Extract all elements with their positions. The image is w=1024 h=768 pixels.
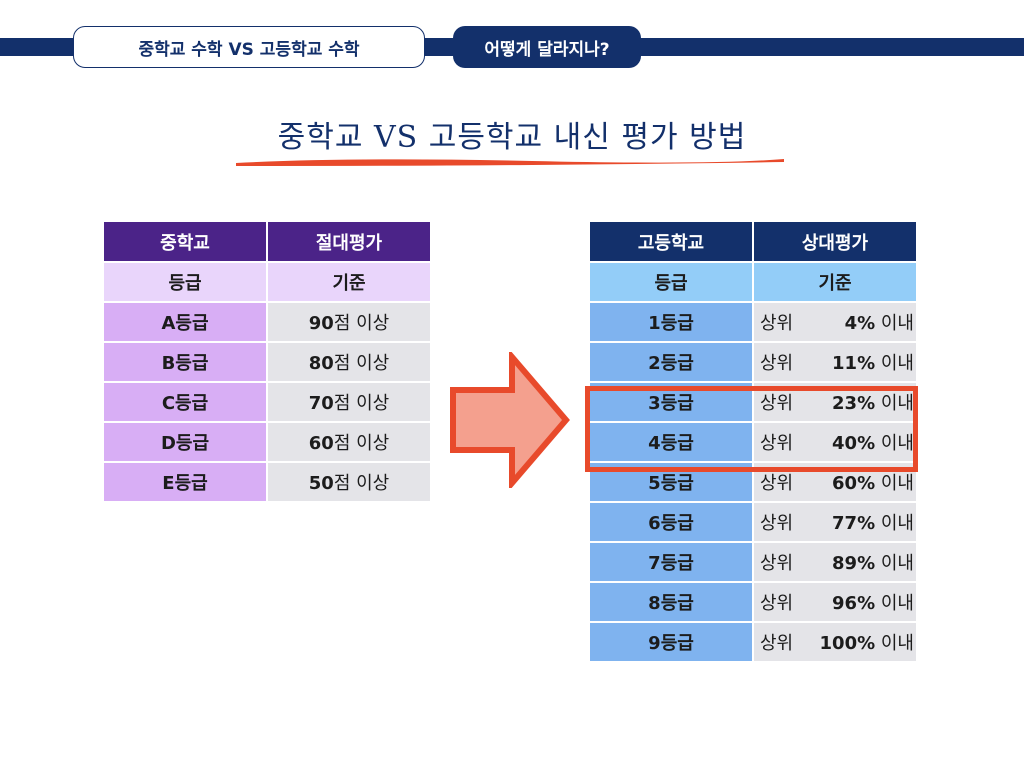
hs-suffix: 이내	[875, 433, 914, 454]
header-tab-question: 어떻게 달라지나?	[453, 26, 641, 68]
ms-subheader-grade: 등급	[104, 262, 268, 303]
hs-grade-cell: 7등급	[590, 542, 754, 583]
table-row: 9등급 상위 100% 이내	[590, 622, 916, 663]
table-row: D등급 60점 이상	[104, 422, 430, 463]
ms-header-school: 중학교	[104, 222, 268, 263]
hs-prefix: 상위	[760, 513, 794, 534]
high-school-table: 고등학교 상대평가 등급 기준 1등급 상위 4% 이내 2등급 상위 11% 이내…	[590, 222, 916, 663]
hs-grade-cell: 1등급	[590, 302, 754, 343]
hs-criteria-cell: 상위 77% 이내	[753, 502, 916, 543]
table-row: 7등급 상위 89% 이내	[590, 542, 916, 583]
table-row: 1등급 상위 4% 이내	[590, 302, 916, 343]
hs-suffix: 이내	[875, 473, 914, 494]
hs-criteria-cell: 상위 96% 이내	[753, 582, 916, 623]
ms-grade-cell: D등급	[104, 422, 268, 463]
ms-score: 80	[308, 353, 334, 374]
ms-header-method: 절대평가	[267, 222, 430, 263]
table-row: 6등급 상위 77% 이내	[590, 502, 916, 543]
hs-prefix: 상위	[760, 433, 794, 454]
hs-suffix: 이내	[875, 353, 914, 374]
ms-score-suffix: 점 이상	[333, 393, 390, 414]
hs-grade-cell: 6등급	[590, 502, 754, 543]
hs-grade-cell: 2등급	[590, 342, 754, 383]
hs-prefix: 상위	[760, 393, 794, 414]
hs-criteria-cell: 상위 4% 이내	[753, 302, 916, 343]
ms-criteria-cell: 60점 이상	[267, 422, 430, 463]
header-tab-topic: 중학교 수학 VS 고등학교 수학	[73, 26, 425, 68]
title-underline	[236, 159, 784, 166]
hs-suffix: 이내	[875, 593, 914, 614]
right-arrow-icon	[450, 352, 570, 488]
table-row: 8등급 상위 96% 이내	[590, 582, 916, 623]
hs-prefix: 상위	[760, 553, 794, 574]
hs-suffix: 이내	[875, 513, 914, 534]
ms-score-suffix: 점 이상	[333, 313, 390, 334]
table-row: A등급 90점 이상	[104, 302, 430, 343]
hs-percent: 40%	[832, 433, 876, 454]
hs-suffix: 이내	[875, 633, 914, 654]
hs-criteria-cell: 상위 100% 이내	[753, 622, 916, 663]
ms-criteria-cell: 90점 이상	[267, 302, 430, 343]
ms-score-suffix: 점 이상	[333, 473, 390, 494]
ms-score: 50	[308, 473, 334, 494]
hs-suffix: 이내	[875, 553, 914, 574]
hs-percent: 4%	[844, 313, 876, 334]
ms-grade-cell: E등급	[104, 462, 268, 503]
hs-prefix: 상위	[760, 353, 794, 374]
hs-prefix: 상위	[760, 473, 794, 494]
ms-subheader-criteria: 기준	[267, 262, 430, 303]
ms-score: 70	[308, 393, 334, 414]
hs-grade-cell: 9등급	[590, 622, 754, 663]
hs-criteria-cell: 상위 89% 이내	[753, 542, 916, 583]
hs-suffix: 이내	[875, 393, 914, 414]
hs-grade-cell: 8등급	[590, 582, 754, 623]
hs-criteria-cell: 상위 40% 이내	[753, 422, 916, 463]
hs-percent: 23%	[832, 393, 876, 414]
hs-criteria-cell: 상위 11% 이내	[753, 342, 916, 383]
hs-subheader-grade: 등급	[590, 262, 754, 303]
table-row: C등급 70점 이상	[104, 382, 430, 423]
hs-prefix: 상위	[760, 313, 794, 334]
ms-grade-cell: B등급	[104, 342, 268, 383]
hs-suffix: 이내	[875, 313, 914, 334]
middle-school-table: 중학교 절대평가 등급 기준 A등급 90점 이상 B등급 80점 이상 C등급…	[104, 222, 430, 503]
hs-percent: 96%	[832, 593, 876, 614]
hs-prefix: 상위	[760, 633, 794, 654]
table-row: 2등급 상위 11% 이내	[590, 342, 916, 383]
hs-header-school: 고등학교	[590, 222, 754, 263]
ms-criteria-cell: 80점 이상	[267, 342, 430, 383]
highlight-box	[585, 386, 918, 472]
ms-criteria-cell: 50점 이상	[267, 462, 430, 503]
hs-subheader-criteria: 기준	[753, 262, 916, 303]
table-row: E등급 50점 이상	[104, 462, 430, 503]
table-row: B등급 80점 이상	[104, 342, 430, 383]
hs-percent: 100%	[819, 633, 876, 654]
hs-percent: 11%	[832, 353, 876, 374]
ms-score-suffix: 점 이상	[333, 433, 390, 454]
hs-percent: 77%	[832, 513, 876, 534]
ms-criteria-cell: 70점 이상	[267, 382, 430, 423]
ms-score-suffix: 점 이상	[333, 353, 390, 374]
table-row: 4등급 상위 40% 이내	[590, 422, 916, 463]
ms-score: 60	[308, 433, 334, 454]
hs-percent: 60%	[832, 473, 876, 494]
ms-score: 90	[308, 313, 334, 334]
hs-prefix: 상위	[760, 593, 794, 614]
hs-header-method: 상대평가	[753, 222, 916, 263]
hs-grade-cell: 4등급	[590, 422, 754, 463]
page-title: 중학교 VS 고등학교 내신 평가 방법	[277, 120, 747, 155]
ms-grade-cell: C등급	[104, 382, 268, 423]
header-tab-topic-label: 중학교 수학 VS 고등학교 수학	[138, 39, 360, 60]
ms-grade-cell: A등급	[104, 302, 268, 343]
header-tab-question-label: 어떻게 달라지나?	[484, 39, 610, 60]
hs-percent: 89%	[832, 553, 876, 574]
